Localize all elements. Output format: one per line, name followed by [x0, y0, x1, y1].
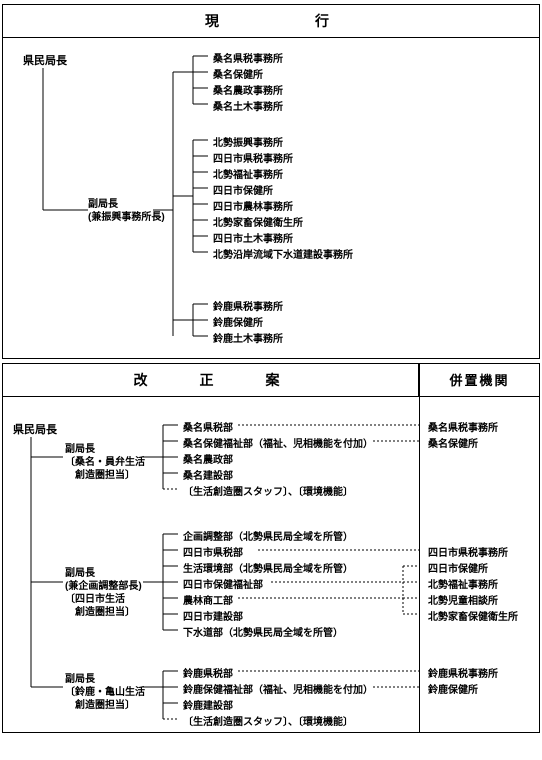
item-g1-2: 桑名農政事務所 — [213, 82, 283, 97]
panel2-title-left: 改 正 案 — [3, 364, 419, 396]
p2-g3-1: 鈴鹿保健福祉部（福祉、児相機能を付加） — [183, 681, 373, 696]
p2-g2-1: 四日市県税部 — [183, 544, 243, 559]
p2-g2-2: 生活環境部（北勢県民局全域を所管） — [183, 560, 353, 575]
item-g2-1: 四日市県税事務所 — [213, 150, 293, 165]
sub1-label: 副局長 〔桑名・員弁生活 創造圏担当〕 — [65, 443, 145, 482]
root-label: 県民局長 — [23, 52, 67, 68]
p2-g1-0: 桑名県税部 — [183, 419, 233, 434]
p2-g2-6: 下水道部（北勢県民局全域を所管） — [183, 624, 343, 639]
side1-1: 桑名保健所 — [428, 435, 478, 450]
panel-proposed: 改 正 案 併置機関 — [2, 363, 540, 733]
item-g1-1: 桑名保健所 — [213, 66, 263, 81]
p2-g1-4: 〔生活創造圏スタッフ〕、〔環境機能〕 — [183, 483, 353, 498]
side2-4: 北勢家畜保健衛生所 — [428, 608, 518, 623]
p2-g1-3: 桑名建設部 — [183, 467, 233, 482]
side1-0: 桑名県税事務所 — [428, 419, 498, 434]
item-g1-3: 桑名土木事務所 — [213, 98, 283, 113]
item-g3-1: 鈴鹿保健所 — [213, 314, 263, 329]
item-g2-7: 北勢沿岸流域下水道建設事務所 — [213, 246, 353, 261]
panel1-title: 現 行 — [3, 5, 539, 38]
side2-3: 北勢児童相談所 — [428, 592, 498, 607]
side2-2: 北勢福祉事務所 — [428, 576, 498, 591]
p2-g1-2: 桑名農政部 — [183, 451, 233, 466]
p2-g2-4: 農林商工部 — [183, 592, 233, 607]
panel2-right: 桑名県税事務所 桑名保健所 四日市県税事務所 四日市保健所 北勢福祉事務所 北勢… — [419, 397, 539, 732]
side3-0: 鈴鹿県税事務所 — [428, 665, 498, 680]
item-g2-6: 四日市土木事務所 — [213, 230, 293, 245]
sub2-label: 副局長 (兼企画調整部長) 〔四日市生活 創造圏担当〕 — [65, 567, 142, 619]
panel2-left: 県民局長 副局長 〔桑名・員弁生活 創造圏担当〕 副局長 (兼企画調整部長) 〔… — [3, 397, 419, 732]
root-label-2: 県民局長 — [13, 421, 57, 437]
side3-1: 鈴鹿保健所 — [428, 681, 478, 696]
panel-current: 現 行 — [2, 4, 540, 359]
side2-0: 四日市県税事務所 — [428, 544, 508, 559]
panel2-title-right: 併置機関 — [419, 364, 539, 396]
side2-1: 四日市保健所 — [428, 560, 488, 575]
item-g1-0: 桑名県税事務所 — [213, 50, 283, 65]
item-g2-3: 四日市保健所 — [213, 182, 273, 197]
sub3-label: 副局長 〔鈴鹿・亀山生活 創造圏担当〕 — [65, 673, 145, 712]
item-g2-5: 北勢家畜保健衛生所 — [213, 214, 303, 229]
item-g2-0: 北勢振興事務所 — [213, 134, 283, 149]
panel2-header: 改 正 案 併置機関 — [3, 364, 539, 397]
sub-label: 副局長 (兼振興事務所長) — [88, 198, 165, 224]
p2-g2-0: 企画調整部（北勢県民局全域を所管） — [183, 528, 353, 543]
panel1-body: 県民局長 副局長 (兼振興事務所長) 桑名県税事務所 桑名保健所 桑名農政事務所… — [3, 38, 539, 358]
p2-g3-2: 鈴鹿建設部 — [183, 697, 233, 712]
item-g3-0: 鈴鹿県税事務所 — [213, 298, 283, 313]
p2-g3-0: 鈴鹿県税部 — [183, 665, 233, 680]
p2-g1-1: 桑名保健福祉部（福祉、児相機能を付加） — [183, 435, 373, 450]
item-g3-2: 鈴鹿土木事務所 — [213, 330, 283, 345]
p2-g2-3: 四日市保健福祉部 — [183, 576, 263, 591]
item-g2-4: 四日市農林事務所 — [213, 198, 293, 213]
panel2-body: 県民局長 副局長 〔桑名・員弁生活 創造圏担当〕 副局長 (兼企画調整部長) 〔… — [3, 397, 539, 732]
item-g2-2: 北勢福祉事務所 — [213, 166, 283, 181]
p2-g2-5: 四日市建設部 — [183, 608, 243, 623]
p2-g3-3: 〔生活創造圏スタッフ〕、〔環境機能〕 — [183, 713, 353, 728]
